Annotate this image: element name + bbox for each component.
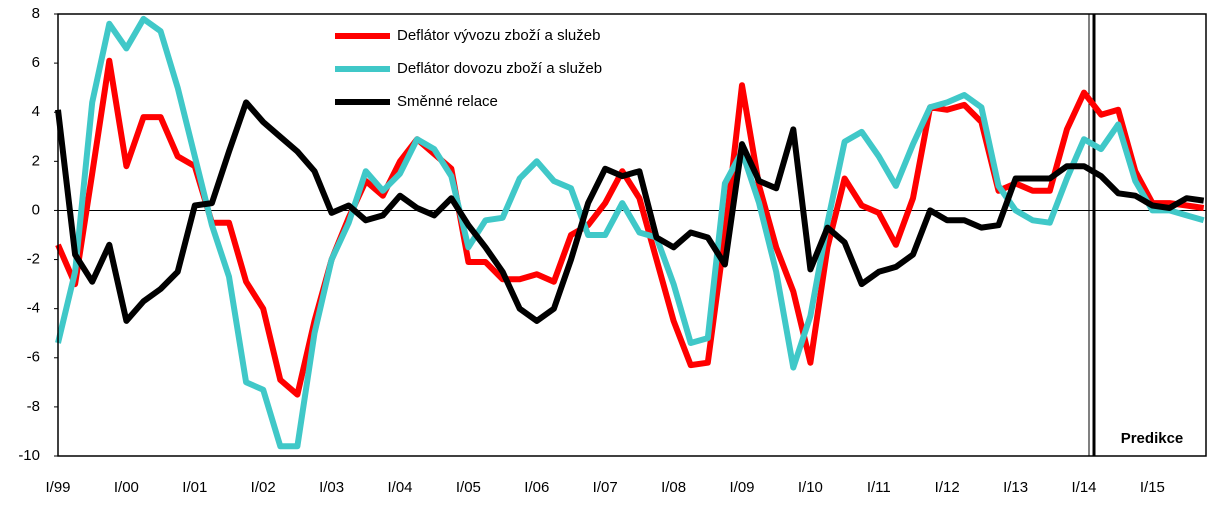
x-tick-label: I/03 — [319, 479, 344, 496]
series-line — [55, 99, 1205, 324]
y-tick-label: -6 — [27, 349, 40, 366]
x-tick-label: I/08 — [661, 479, 686, 496]
plot-frame — [57, 13, 1207, 457]
y-tick-label: 2 — [32, 152, 40, 169]
legend-label: Deflátor vývozu zboží a služeb — [397, 27, 600, 44]
annotation: Predikce — [1121, 430, 1184, 447]
x-tick-label: I/13 — [1003, 479, 1028, 496]
x-tick-label: I/11 — [867, 479, 891, 496]
y-tick-label: -2 — [27, 251, 40, 268]
legend-label: Směnné relace — [397, 93, 498, 110]
y-tick-label: 8 — [32, 5, 40, 22]
x-tick-label: I/15 — [1140, 479, 1165, 496]
x-tick-label: I/07 — [593, 479, 618, 496]
x-tick-label: I/04 — [387, 479, 412, 496]
y-tick-label: 6 — [32, 54, 40, 71]
x-tick-label: I/10 — [798, 479, 823, 496]
x-tick-label: I/12 — [935, 479, 960, 496]
y-tick-label: -10 — [18, 447, 40, 464]
x-tick-label: I/14 — [1071, 479, 1096, 496]
y-tick-label: -4 — [27, 300, 40, 317]
x-tick-label: I/09 — [729, 479, 754, 496]
x-tick-label: I/06 — [524, 479, 549, 496]
x-tick-label: I/02 — [251, 479, 276, 496]
x-tick-label: I/05 — [456, 479, 481, 496]
x-tick-label: I/99 — [45, 479, 70, 496]
x-tick-label: I/01 — [182, 479, 207, 496]
x-tick-label: I/00 — [114, 479, 139, 496]
y-tick-label: 0 — [32, 201, 40, 218]
series-line — [55, 15, 1205, 450]
legend-label: Deflátor dovozu zboží a služeb — [397, 60, 602, 77]
y-tick-label: -8 — [27, 398, 40, 415]
y-tick-label: 4 — [32, 103, 40, 120]
